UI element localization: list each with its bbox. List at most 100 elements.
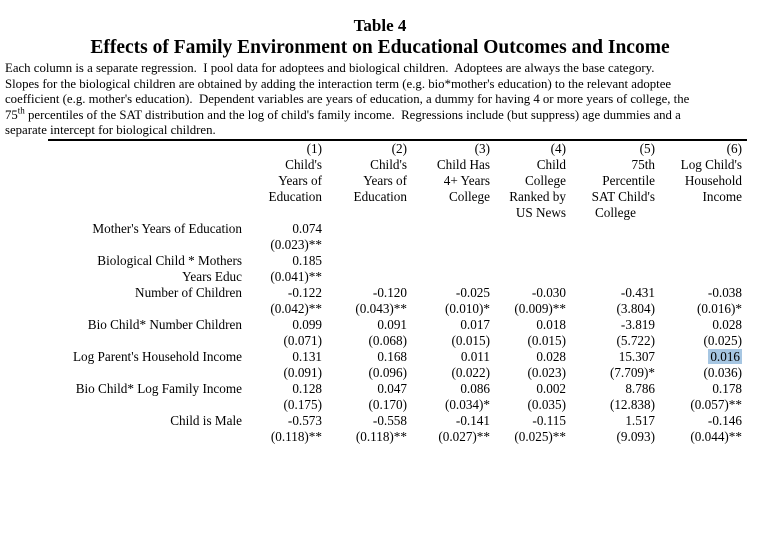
cell: 0.002 (0.035) (490, 381, 566, 413)
std-error (407, 269, 490, 285)
column-label: Child (536, 156, 566, 172)
coefficient: 0.178 (712, 380, 742, 396)
coefficient: 0.018 (536, 316, 566, 332)
std-error (322, 237, 407, 253)
std-error: (0.010)* (444, 300, 490, 316)
std-error (322, 269, 407, 285)
table-number: Table 4 (353, 16, 407, 35)
coefficient: -0.120 (372, 284, 407, 300)
note-line: Slopes for the biological children are o… (5, 76, 672, 91)
column-label: Education (353, 188, 407, 204)
std-error: (12.838) (609, 396, 655, 412)
cell: 0.011 (0.022) (407, 349, 490, 381)
coefficient-highlighted: 0.016 (655, 348, 742, 365)
std-error: (0.096) (368, 364, 407, 380)
row-label: Log Parent's Household Income (2, 349, 242, 381)
cell: -0.141 (0.027)** (407, 413, 490, 445)
cell (322, 253, 407, 285)
cell: 0.086 (0.034)* (407, 381, 490, 413)
coefficient: 0.017 (460, 316, 490, 332)
column-label: Child's (285, 156, 322, 172)
coefficient (566, 221, 655, 237)
column-header-6: (6) Log Child's Household Income (655, 141, 742, 221)
cell: 0.091 (0.068) (322, 317, 407, 349)
coefficient: -0.038 (707, 284, 742, 300)
table-row: Biological Child * Mothers Years Educ 0.… (2, 253, 742, 285)
std-error: (0.175) (283, 396, 322, 412)
cell: 0.099 (0.071) (242, 317, 322, 349)
row-label-text (2, 429, 242, 445)
coefficient: -0.558 (372, 412, 407, 428)
table-row: Bio Child* Log Family Income 0.128 (0.175… (2, 381, 742, 413)
std-error (566, 237, 655, 253)
note-line: coefficient (e.g. mother's education). D… (5, 92, 690, 106)
note-line: separate intercept for biological childr… (5, 123, 216, 137)
coefficient: -0.431 (620, 284, 655, 300)
header-row: (1) Child's Years of Education (2) Child… (2, 141, 742, 221)
row-label-text (2, 397, 242, 413)
regression-table: (1) Child's Years of Education (2) Child… (2, 141, 742, 445)
column-number: (3) (474, 140, 490, 156)
cell: -0.115 (0.025)** (490, 413, 566, 445)
coefficient: 0.002 (536, 380, 566, 396)
std-error: (5.722) (616, 332, 655, 348)
cell (407, 253, 490, 285)
std-error (655, 269, 742, 285)
coefficient (490, 253, 566, 269)
cell (490, 221, 566, 253)
std-error: (0.035) (527, 396, 566, 412)
note-text: percentiles of the SAT distribution and … (24, 107, 681, 122)
cell: 8.786 (12.838) (566, 381, 655, 413)
cell: -0.030 (0.009)** (490, 285, 566, 317)
std-error: (0.044)** (690, 428, 742, 444)
cell: -3.819 (5.722) (566, 317, 655, 349)
cell (322, 221, 407, 253)
std-error: (0.009)** (514, 300, 566, 316)
cell: 0.131 (0.091) (242, 349, 322, 381)
cell (566, 253, 655, 285)
row-label-text (2, 365, 242, 381)
coefficient (655, 221, 742, 237)
cell: 0.028 (0.023) (490, 349, 566, 381)
column-label: Log Child's (680, 156, 742, 172)
table-row: Bio Child* Number Children 0.099 (0.071) … (2, 317, 742, 349)
row-label: Bio Child* Log Family Income (2, 381, 242, 413)
column-number: (6) (726, 140, 742, 156)
column-label (242, 205, 322, 221)
table-title: Effects of Family Environment on Educati… (90, 37, 670, 58)
coefficient: -3.819 (620, 316, 655, 332)
std-error: (0.118)** (355, 428, 407, 444)
std-error: (0.025) (703, 332, 742, 348)
coefficient: 0.028 (536, 348, 566, 364)
cell: 0.016 (0.036) (655, 348, 742, 381)
coefficient (322, 253, 407, 269)
row-label: Mother's Years of Education (2, 221, 242, 253)
coefficient (407, 253, 490, 269)
coefficient: -0.141 (455, 412, 490, 428)
std-error: (0.023)** (270, 236, 322, 252)
column-label: College (524, 172, 566, 188)
column-label: 75th (631, 156, 655, 172)
column-label: Child Has (436, 156, 490, 172)
cell: 0.128 (0.175) (242, 381, 322, 413)
std-error: (0.027)** (438, 428, 490, 444)
coefficient (655, 253, 742, 269)
coefficient: 0.168 (377, 348, 407, 364)
std-error: (0.023) (527, 364, 566, 380)
column-header-1: (1) Child's Years of Education (242, 141, 322, 221)
std-error: (0.015) (451, 332, 490, 348)
std-error: (0.091) (283, 364, 322, 380)
cell: -0.038 (0.016)* (655, 285, 742, 317)
column-number: (5) (639, 140, 655, 156)
std-error: (0.025)** (514, 428, 566, 444)
column-label: College (448, 188, 490, 204)
table-row: Child is Male -0.573 (0.118)** -0.558 (0.1… (2, 413, 742, 445)
coefficient: 0.047 (377, 380, 407, 396)
column-number: (1) (306, 140, 322, 156)
cell: 0.028 (0.025) (655, 317, 742, 349)
table-row: Number of Children -0.122 (0.042)** -0.12… (2, 285, 742, 317)
std-error (490, 237, 566, 253)
column-label: Household (684, 172, 742, 188)
cell: -0.573 (0.118)** (242, 413, 322, 445)
table-row: Log Parent's Household Income 0.131 (0.09… (2, 348, 742, 381)
